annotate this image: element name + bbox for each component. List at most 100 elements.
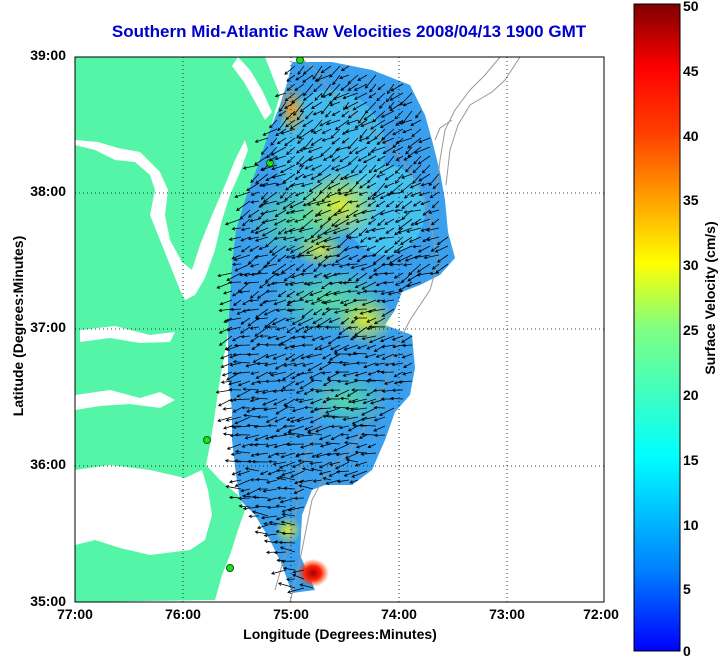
velocity-arrow <box>333 209 350 216</box>
velocity-arrow <box>323 236 341 243</box>
velocity-arrow <box>345 262 359 267</box>
velocity-arrow <box>351 398 368 404</box>
velocity-arrow <box>364 353 377 359</box>
velocity-arrow <box>222 432 233 436</box>
velocity-arrow <box>242 494 260 499</box>
velocity-arrow <box>373 425 386 432</box>
velocity-arrow <box>286 83 296 91</box>
velocity-arrow <box>284 92 296 102</box>
velocity-arrow <box>284 101 296 109</box>
velocity-arrow <box>363 362 377 369</box>
velocity-arrow <box>373 433 386 438</box>
velocity-arrow <box>330 128 341 139</box>
velocity-arrow <box>275 476 287 481</box>
velocity-arrow <box>353 316 368 320</box>
velocity-arrow <box>418 191 431 197</box>
velocity-arrow <box>361 335 377 341</box>
velocity-arrow <box>302 173 314 179</box>
velocity-arrow <box>228 280 242 285</box>
velocity-arrow <box>338 326 350 335</box>
velocity-arrow <box>256 290 269 299</box>
velocity-arrow <box>242 218 251 227</box>
velocity-arrow <box>294 83 305 91</box>
velocity-arrow <box>314 92 323 101</box>
velocity-arrow <box>302 119 314 127</box>
velocity-arrow <box>384 218 395 225</box>
velocity-arrow <box>327 360 341 365</box>
velocity-arrow <box>352 351 368 356</box>
velocity-arrow <box>416 272 431 277</box>
velocity-arrow <box>276 137 287 145</box>
velocity-arrow <box>347 272 359 282</box>
velocity-arrow <box>273 443 287 449</box>
velocity-arrow <box>274 92 287 98</box>
velocity-arrow <box>229 307 242 312</box>
velocity-arrow <box>240 227 251 232</box>
velocity-arrow <box>348 146 359 155</box>
velocity-arrow <box>228 380 242 386</box>
velocity-arrow <box>261 227 278 237</box>
velocity-arrow <box>295 452 314 457</box>
velocity-arrow <box>329 101 341 107</box>
velocity-arrow <box>250 173 260 184</box>
velocity-arrow <box>233 299 242 306</box>
velocity-arrow <box>312 110 323 116</box>
velocity-arrow <box>368 272 377 279</box>
velocity-arrow <box>232 360 251 364</box>
velocity-arrow <box>278 110 287 117</box>
velocity-arrow <box>275 335 287 341</box>
velocity-arrow <box>353 83 368 91</box>
velocity-arrow <box>315 200 332 206</box>
velocity-arrow <box>228 236 242 241</box>
velocity-arrow <box>325 407 341 414</box>
velocity-arrow <box>236 200 251 211</box>
velocity-arrow <box>226 326 242 332</box>
velocity-arrow <box>273 550 287 555</box>
velocity-arrow <box>262 488 278 493</box>
velocity-arrow <box>318 344 332 351</box>
velocity-arrow <box>312 317 323 324</box>
velocity-arrow <box>354 119 368 129</box>
velocity-arrow <box>373 388 386 393</box>
velocity-arrow <box>335 452 350 457</box>
velocity-arrow <box>346 289 359 294</box>
velocity-arrow <box>393 353 404 358</box>
velocity-arrow <box>377 218 386 226</box>
velocity-arrow <box>375 281 386 287</box>
velocity-arrow <box>420 200 431 206</box>
velocity-arrow <box>256 361 269 366</box>
velocity-arrow <box>237 470 251 476</box>
velocity-arrow <box>238 504 251 508</box>
velocity-arrow <box>302 74 314 83</box>
velocity-arrow <box>232 407 242 413</box>
velocity-arrow <box>366 317 377 323</box>
velocity-arrow <box>310 137 323 146</box>
velocity-arrow <box>345 434 359 440</box>
velocity-arrow <box>294 496 305 501</box>
velocity-arrow <box>408 236 422 243</box>
velocity-arrow <box>403 191 413 199</box>
velocity-arrow <box>356 254 368 263</box>
velocity-arrow <box>226 443 242 450</box>
velocity-arrow <box>397 254 413 262</box>
velocity-arrow <box>217 272 233 278</box>
velocity-arrow <box>345 406 359 411</box>
velocity-arrow <box>394 173 404 184</box>
velocity-arrow <box>376 173 386 178</box>
velocity-arrow <box>401 353 413 359</box>
velocity-arrow <box>321 128 332 134</box>
velocity-arrow <box>293 101 305 117</box>
velocity-arrow <box>391 335 404 341</box>
y-tick-label: 39:00 <box>30 47 66 63</box>
velocity-arrow <box>259 200 278 207</box>
velocity-arrow <box>309 371 323 379</box>
velocity-arrow <box>379 119 395 128</box>
velocity-arrow <box>243 281 260 285</box>
velocity-arrow <box>412 200 422 207</box>
velocity-arrow <box>395 119 404 126</box>
velocity-arrow <box>347 74 359 85</box>
velocity-arrow <box>357 74 368 81</box>
velocity-arrow <box>275 326 287 331</box>
velocity-arrow <box>267 452 278 458</box>
velocity-arrow <box>275 182 287 187</box>
